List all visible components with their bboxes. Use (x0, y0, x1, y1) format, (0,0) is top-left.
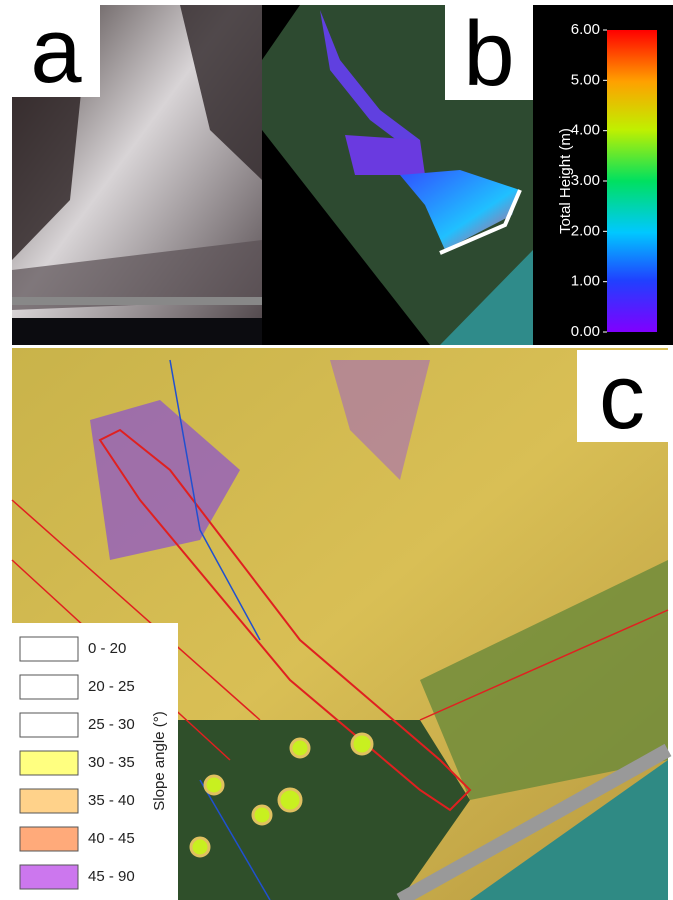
colorbar-tick-label: 3.00 (571, 172, 600, 189)
legend-label: 35 - 40 (88, 792, 135, 809)
legend-label: 0 - 20 (88, 640, 126, 657)
legend-swatch (19, 750, 79, 776)
legend-label: 30 - 35 (88, 754, 135, 771)
legend-title: Slope angle (°) (151, 711, 168, 810)
colorbar-tick-label: 2.00 (571, 222, 600, 239)
legend-label: 40 - 45 (88, 830, 135, 847)
colorbar-tick-label: 4.00 (571, 122, 600, 139)
panel-b-image (262, 5, 533, 345)
panel-c-image (11, 348, 672, 900)
legend-swatch (19, 674, 79, 700)
legend-label: 20 - 25 (88, 678, 135, 695)
legend-label: 45 - 90 (88, 868, 135, 885)
panel-a-image (12, 5, 262, 345)
colorbar (607, 30, 657, 332)
panel-label: b (463, 3, 514, 105)
colorbar-tick-label: 5.00 (571, 71, 600, 88)
colorbar-tick-label: 6.00 (571, 21, 600, 38)
colorbar-ticks: 0.00 1.00 2.00 3.00 4.00 5.00 6.00 (571, 21, 607, 340)
legend-swatch (19, 788, 79, 814)
legend-swatch (19, 712, 79, 738)
legend-label: 25 - 30 (88, 716, 135, 733)
colorbar-tick-label: 0.00 (571, 323, 600, 340)
panel-label: a (30, 0, 82, 102)
colorbar-tick-label: 1.00 (571, 273, 600, 290)
legend-swatch (19, 636, 79, 662)
panel-label-box (12, 5, 100, 97)
colorbar-title: Total Height (m) (557, 128, 574, 234)
legend: 0 - 20 20 - 25 25 - 30 30 - 35 35 - 40 40 - 4… (19, 636, 135, 890)
legend-swatch (19, 864, 79, 890)
panel-label: c (599, 346, 645, 448)
panel-label-box (445, 5, 533, 100)
panel-label-box (577, 350, 668, 442)
legend-swatch (19, 826, 79, 852)
